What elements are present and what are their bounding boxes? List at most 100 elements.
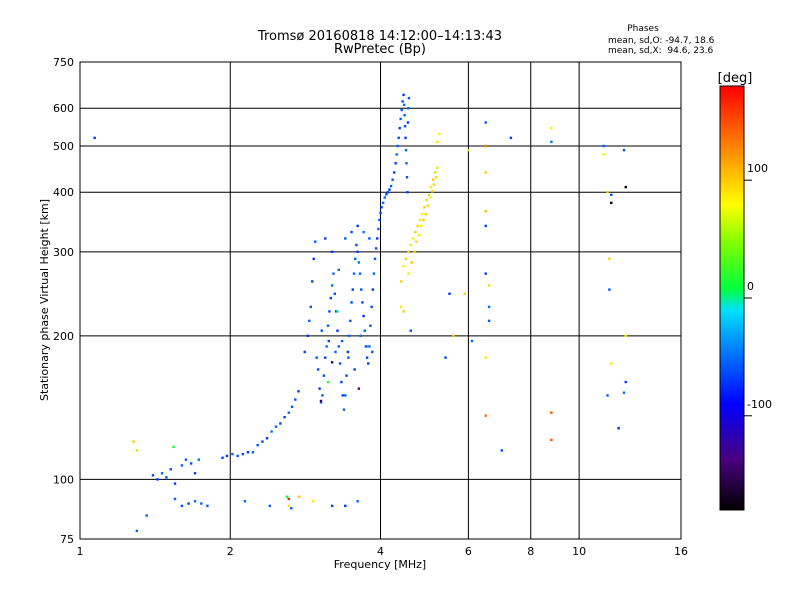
data-point: [370, 305, 373, 309]
data-point: [405, 176, 409, 179]
data-point: [421, 212, 424, 216]
data-point: [311, 280, 314, 283]
data-point: [374, 247, 378, 250]
data-point: [411, 237, 415, 240]
data-point: [231, 452, 234, 456]
data-point: [383, 196, 386, 199]
data-point: [484, 414, 487, 417]
data-point: [429, 185, 433, 189]
data-point: [355, 243, 358, 247]
data-point: [380, 206, 383, 209]
data-point: [624, 185, 627, 189]
data-point: [394, 162, 397, 165]
data-point: [444, 356, 447, 359]
data-point: [407, 250, 410, 254]
data-point: [484, 121, 487, 124]
data-point: [606, 394, 609, 397]
y-tick-label: 300: [53, 246, 74, 259]
y-tick-label: 500: [53, 140, 74, 153]
data-point: [369, 324, 372, 327]
data-point: [225, 454, 229, 458]
data-point: [378, 218, 381, 222]
data-point: [358, 272, 362, 275]
data-point: [184, 458, 188, 461]
data-point: [135, 529, 139, 533]
data-point: [404, 148, 408, 152]
colorbar-tick-label: 0: [747, 280, 754, 293]
x-tick-label: 1: [77, 545, 84, 558]
data-point: [385, 193, 388, 196]
data-point: [398, 126, 401, 130]
data-point: [368, 345, 371, 348]
data-point: [391, 178, 394, 181]
data-point: [268, 504, 271, 508]
data-point: [193, 472, 197, 475]
y-axis-label: Stationary phase Virtual Height [km]: [38, 199, 51, 401]
data-point: [327, 339, 330, 343]
data-point: [316, 368, 320, 371]
data-point: [93, 136, 96, 140]
phases-title: Phases: [627, 24, 659, 34]
data-point: [353, 368, 356, 371]
data-point: [438, 132, 441, 136]
data-point: [610, 201, 613, 205]
data-point: [417, 234, 421, 237]
grid-lines: [80, 62, 681, 539]
data-point: [622, 391, 626, 394]
data-point: [344, 394, 347, 397]
data-point: [352, 272, 356, 275]
data-point: [404, 257, 408, 261]
data-point: [550, 438, 553, 442]
data-point: [371, 350, 374, 354]
data-point: [329, 296, 332, 300]
data-point: [467, 148, 470, 152]
data-point: [509, 136, 513, 140]
data-point: [608, 257, 611, 261]
data-point: [350, 301, 353, 304]
data-point: [315, 356, 318, 359]
data-point: [294, 398, 297, 401]
x-tick-label: 6: [465, 545, 472, 558]
data-point: [431, 178, 435, 181]
data-point: [427, 193, 431, 197]
data-point: [180, 504, 184, 508]
y-tick-label: 750: [53, 56, 74, 69]
y-tick-labels: 75 100 200 300 400 500 600 750: [53, 56, 74, 546]
data-point: [169, 468, 172, 471]
data-point: [415, 240, 418, 243]
data-point: [173, 497, 177, 501]
data-point: [610, 193, 613, 197]
data-point: [200, 502, 203, 505]
data-point: [396, 144, 399, 148]
data-point: [279, 422, 282, 425]
data-point: [363, 329, 366, 332]
data-point: [388, 188, 391, 191]
data-point: [402, 93, 405, 97]
data-point: [151, 474, 155, 477]
data-point: [344, 504, 347, 508]
data-point: [314, 240, 317, 243]
data-point: [303, 350, 306, 354]
x-tick-label: 16: [674, 545, 688, 558]
data-point: [602, 144, 605, 148]
data-point: [324, 237, 327, 240]
data-point: [424, 212, 428, 216]
data-point: [326, 324, 330, 327]
data-point: [376, 237, 379, 240]
data-point: [414, 230, 417, 234]
data-point: [399, 117, 402, 121]
data-point: [389, 184, 393, 188]
data-point: [270, 430, 273, 433]
data-point: [371, 288, 374, 291]
data-point: [330, 250, 334, 254]
data-point: [425, 198, 428, 202]
data-point: [431, 189, 434, 193]
y-tick-label: 600: [53, 102, 74, 115]
data-point: [297, 390, 300, 393]
data-point: [340, 380, 343, 384]
data-point: [309, 305, 312, 309]
data-point: [347, 334, 351, 338]
data-point: [373, 257, 377, 261]
data-point: [606, 191, 609, 194]
